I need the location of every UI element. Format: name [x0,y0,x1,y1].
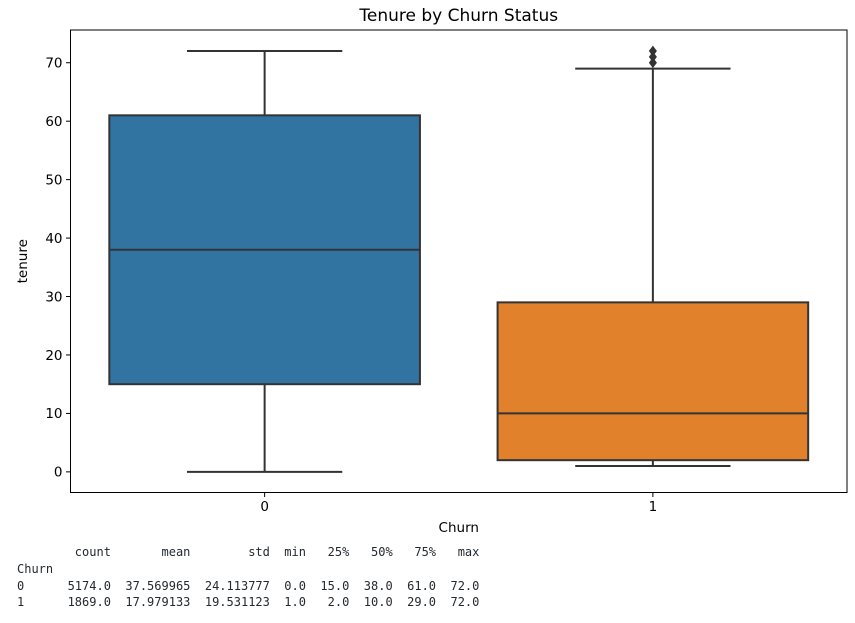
y-tick-label: 0 [54,465,63,481]
x-axis-label: Churn [439,520,479,536]
y-tick-label: 50 [45,172,62,188]
y-tick-label: 20 [45,348,62,364]
outlier-marker-1 [648,45,657,57]
y-axis-label: tenure [15,239,31,283]
outlier-marker-1 [648,51,657,63]
boxplot-figure: 0 10 20 30 40 50 60 70 0 1 Tenure by Churn Status C… [15,6,848,536]
y-tick-label: 40 [45,231,62,247]
y-tick-label: 10 [45,406,62,422]
box-churn-1 [496,301,810,462]
chart-title: Tenure by Churn Status [358,6,558,26]
outlier-marker-1 [648,57,657,69]
y-tick-label: 30 [45,289,62,305]
stats-output: count mean std min 25% 50% 75% max Churn… [17,545,480,610]
y-tick-label: 60 [45,114,62,130]
x-tick-label: 1 [649,499,658,515]
y-tick-label: 70 [45,56,62,72]
x-tick-label: 0 [260,499,269,515]
